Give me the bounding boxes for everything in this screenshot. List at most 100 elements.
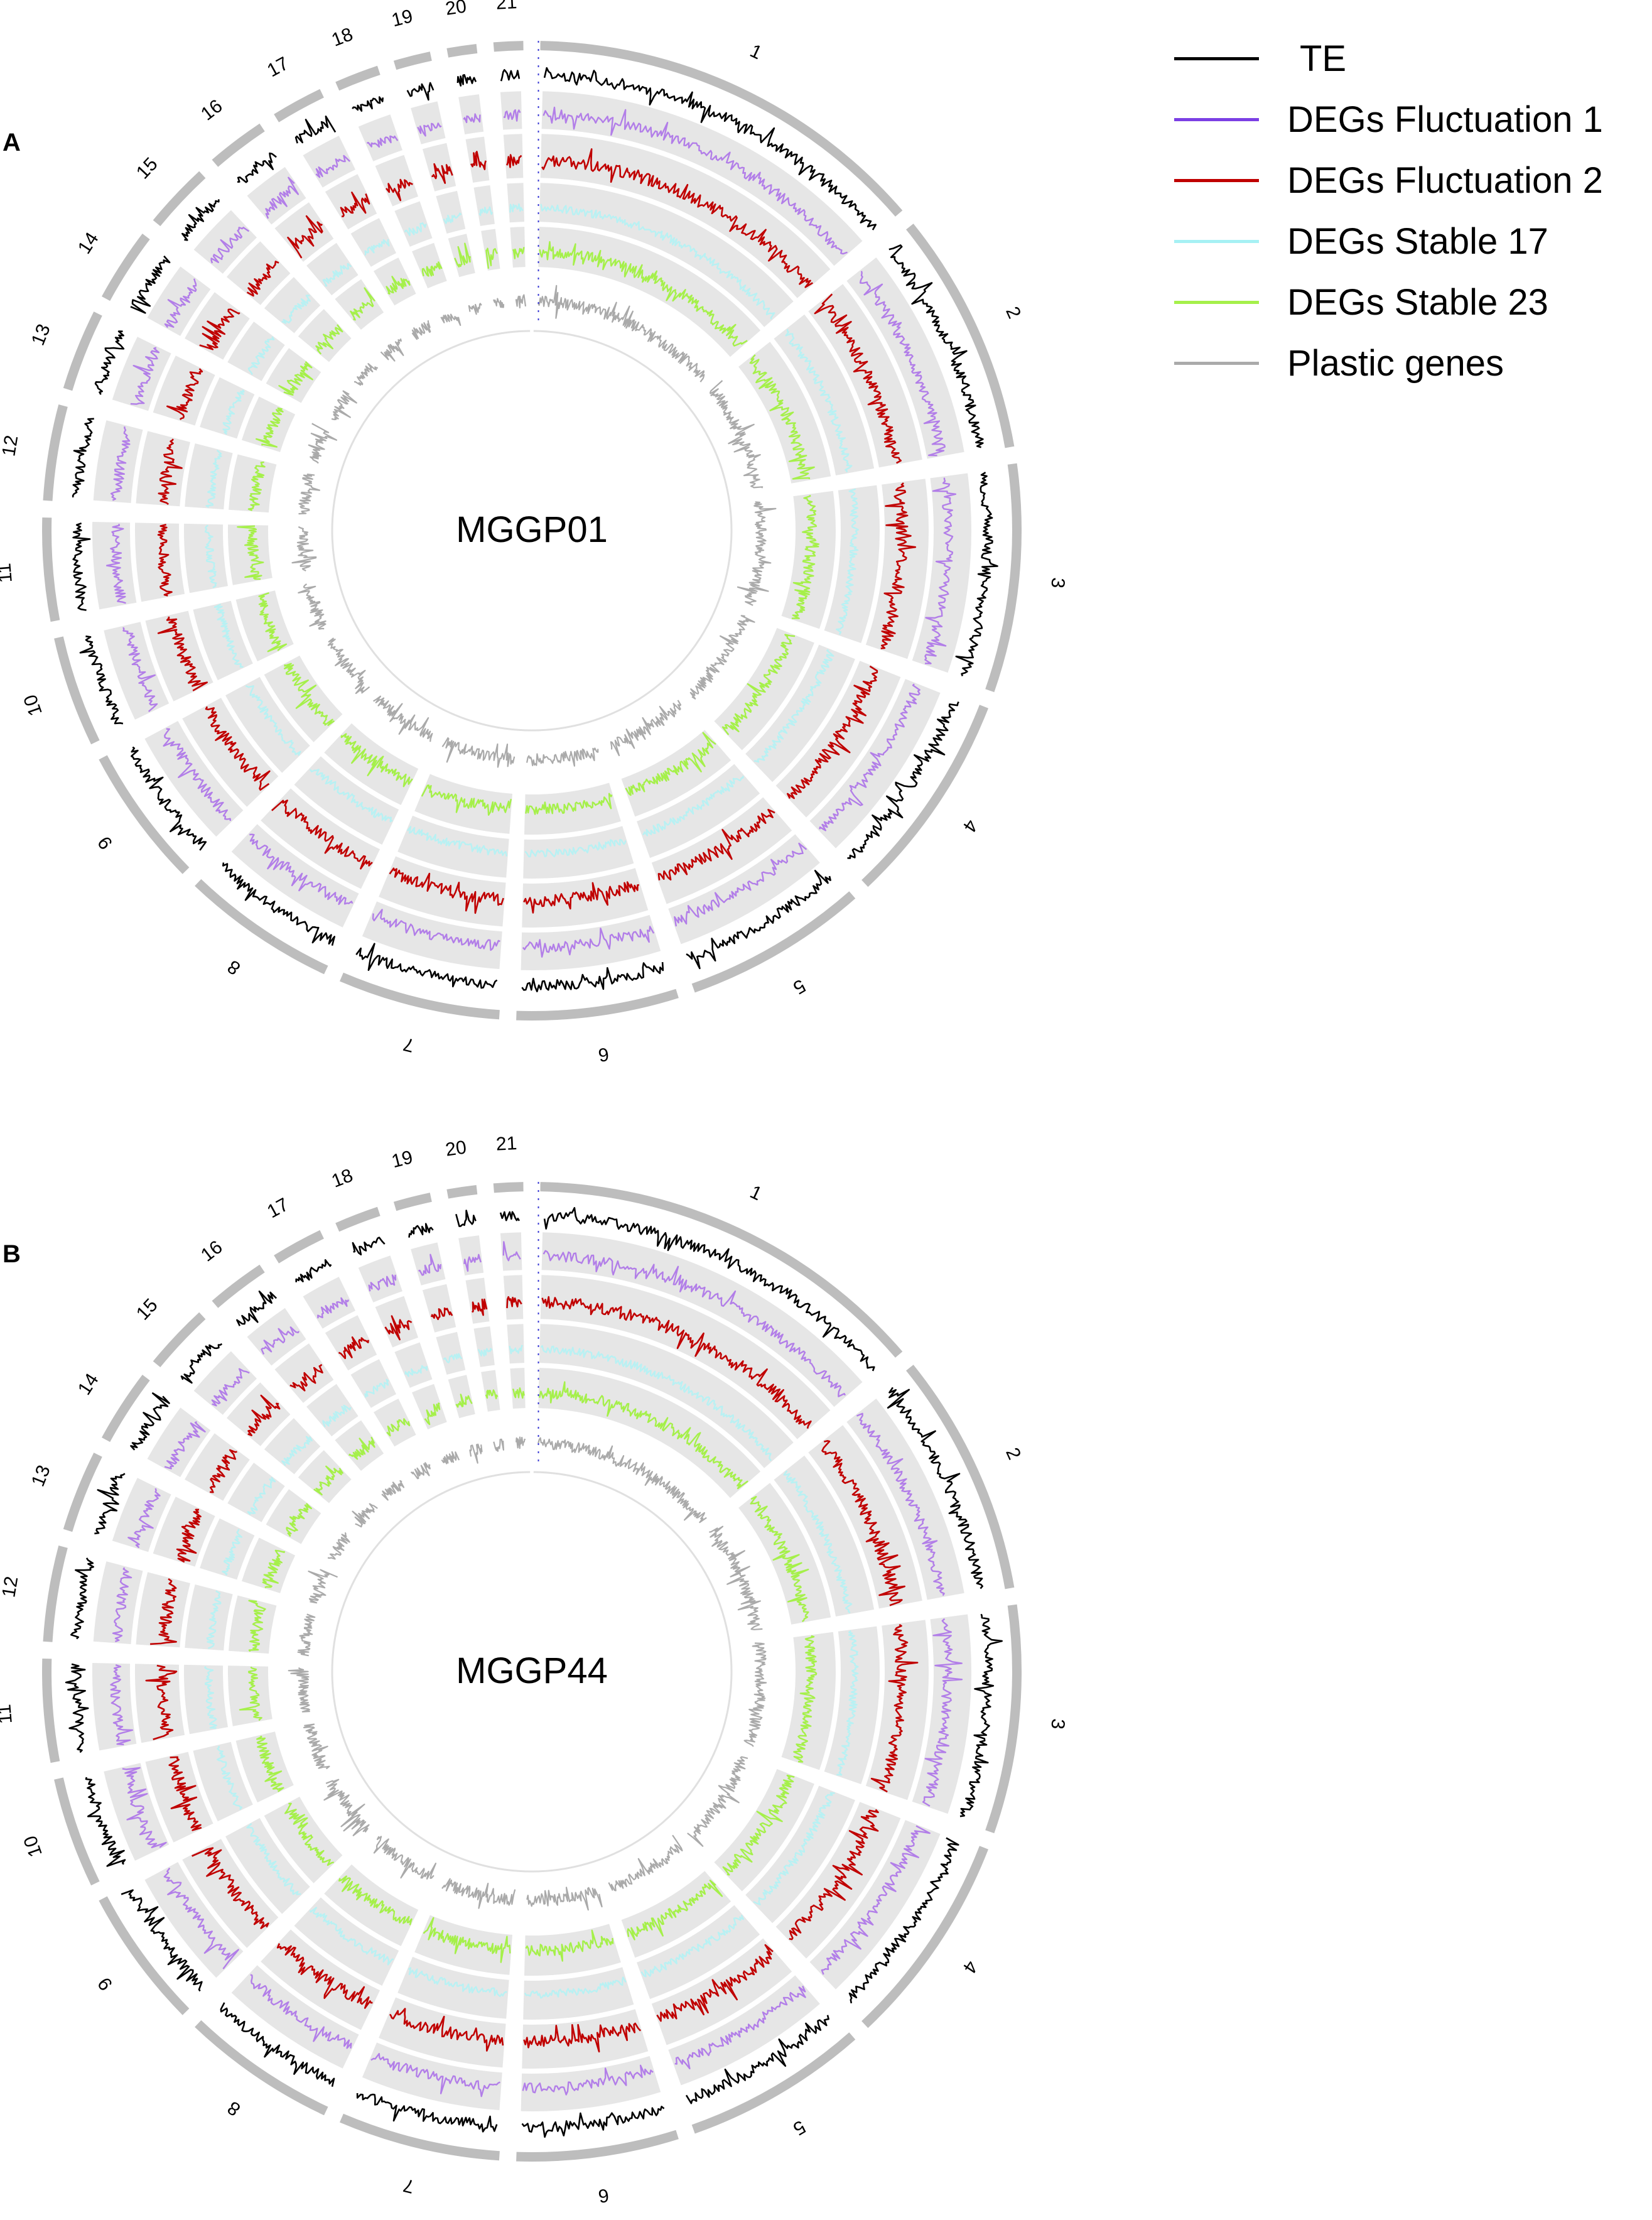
fluct2-line-chr15 [247, 1394, 281, 1436]
stable23-track-bg [264, 655, 343, 742]
stable17-track-bg [306, 1383, 359, 1437]
chromosome-18-band [335, 65, 381, 91]
te-line-chr7 [356, 2093, 498, 2133]
chromosome-13-label: 13 [28, 321, 55, 348]
fluct2-line-chr12 [150, 1578, 177, 1645]
stable17-track-bg [227, 322, 285, 381]
fluct2-line-chr3 [880, 482, 917, 649]
stable23-line-chr4 [721, 634, 796, 735]
chromosome-12-label: 12 [0, 434, 22, 458]
fluct1-track-bg [541, 91, 863, 266]
chromosome-19-label: 19 [389, 6, 414, 31]
stable17-line-chr8 [309, 769, 393, 823]
fluct2-track-bg [136, 431, 190, 507]
fluct2-track-bg [540, 1275, 831, 1439]
stable17-track-bg [200, 1518, 255, 1580]
fluct2-line-chr5 [656, 1944, 774, 2022]
stable17-line-chr13 [222, 389, 245, 435]
plastic-line-chr20 [492, 298, 505, 308]
plastic-line-chr13 [308, 1569, 338, 1604]
plastic-line-chr16 [380, 338, 404, 362]
fluct1-line-chr1 [543, 1250, 846, 1397]
stable23-line-chr7 [421, 784, 512, 816]
stable23-track-bg [229, 454, 277, 513]
fluct1-line-chr6 [522, 926, 655, 958]
stable17-line-chr20 [477, 1348, 493, 1357]
te-line-chr18 [352, 1237, 386, 1255]
fluct2-line-chr1 [541, 148, 813, 288]
plastic-line-chr18 [441, 1451, 460, 1465]
chromosome-6-label: 6 [597, 1043, 610, 1065]
stable17-line-chr3 [836, 488, 859, 635]
panel-letter-a: A [3, 129, 21, 156]
fluct1-line-chr13 [127, 1488, 161, 1549]
fluct2-line-chr18 [386, 178, 413, 202]
fluct2-line-chr21 [506, 154, 522, 168]
stable23-line-chr20 [485, 1389, 499, 1400]
chromosome-4-band [861, 705, 988, 887]
plastic-line-chr9 [323, 1779, 370, 1836]
chromosome-8-label: 8 [224, 956, 244, 979]
stable17-line-chr20 [478, 206, 493, 216]
fluct2-track-bg [465, 1277, 490, 1324]
fluct2-track-bg [145, 1752, 213, 1843]
stable23-line-chr2 [750, 1496, 809, 1622]
stable17-track-bg [523, 826, 634, 879]
legend-swatch-degs-stable-23 [1174, 301, 1259, 304]
fluct1-line-chr11 [110, 1664, 134, 1746]
stable17-line-chr6 [524, 1976, 627, 1999]
legend-swatch-degs-fluctuation-2 [1174, 179, 1259, 182]
chromosome-15-band [153, 171, 206, 227]
te-line-chr11 [65, 1663, 89, 1753]
stable23-line-chr14 [286, 1503, 312, 1537]
fluct1-line-chr3 [922, 1618, 963, 1807]
stable17-track-bg [225, 1817, 310, 1914]
te-line-chr4 [847, 701, 959, 859]
chromosome-8-band [195, 2020, 328, 2116]
chromosome-2-band [906, 1365, 1015, 1589]
te-line-chr5 [686, 870, 831, 970]
fluct2-line-chr8 [276, 1943, 373, 2009]
chromosome-19-band [393, 1193, 432, 1211]
chromosome-4-label: 4 [959, 816, 982, 836]
chromosome-13-band [63, 311, 102, 391]
stable17-track-bg [350, 1359, 396, 1408]
fluct1-line-chr15 [211, 1368, 250, 1407]
fluct1-line-chr8 [249, 833, 354, 906]
fluct2-line-chr20 [470, 151, 487, 170]
chromosome-7-label: 7 [401, 2174, 416, 2197]
fluct1-track-bg [846, 1399, 964, 1600]
fluct2-line-chr15 [246, 261, 279, 297]
te-line-chr14 [130, 1392, 170, 1451]
chromosome-8-band [195, 879, 328, 975]
fluct1-track-bg [104, 1763, 170, 1861]
fluct1-line-chr6 [522, 2064, 654, 2096]
legend-swatch-plastic-genes [1174, 362, 1259, 365]
fluct1-track-bg [458, 1235, 484, 1275]
stable23-track-bg [510, 1368, 526, 1409]
stable17-track-bg [294, 756, 399, 845]
chromosome-20-band [446, 1185, 478, 1199]
plastic-line-chr6 [526, 1887, 603, 1911]
stable23-line-chr3 [793, 1635, 818, 1763]
fluct2-line-chr7 [389, 867, 504, 914]
stable17-track-bg [397, 815, 509, 878]
te-line-chr7 [355, 943, 498, 989]
fluct1-line-chr7 [370, 2053, 500, 2098]
fluct2-line-chr14 [199, 308, 240, 350]
stable23-line-chr13 [256, 407, 284, 448]
fluct1-line-chr3 [924, 477, 957, 664]
stable17-line-chr9 [246, 1823, 301, 1895]
chromosome-17-band [274, 89, 324, 122]
stable17-track-bg [394, 201, 433, 247]
stable23-line-chr4 [722, 1774, 795, 1876]
fluct2-track-bg [375, 154, 418, 207]
fluct2-track-bg [808, 284, 922, 468]
chromosome-8-label: 8 [224, 2097, 244, 2120]
stable23-track-bg [298, 1450, 352, 1503]
chromosome-1-label: 1 [747, 1181, 765, 1205]
stable17-track-bg [227, 1463, 285, 1522]
stable17-line-chr6 [524, 838, 627, 858]
plastic-line-chr17 [410, 1462, 431, 1480]
fluct2-track-bg [182, 1839, 279, 1948]
